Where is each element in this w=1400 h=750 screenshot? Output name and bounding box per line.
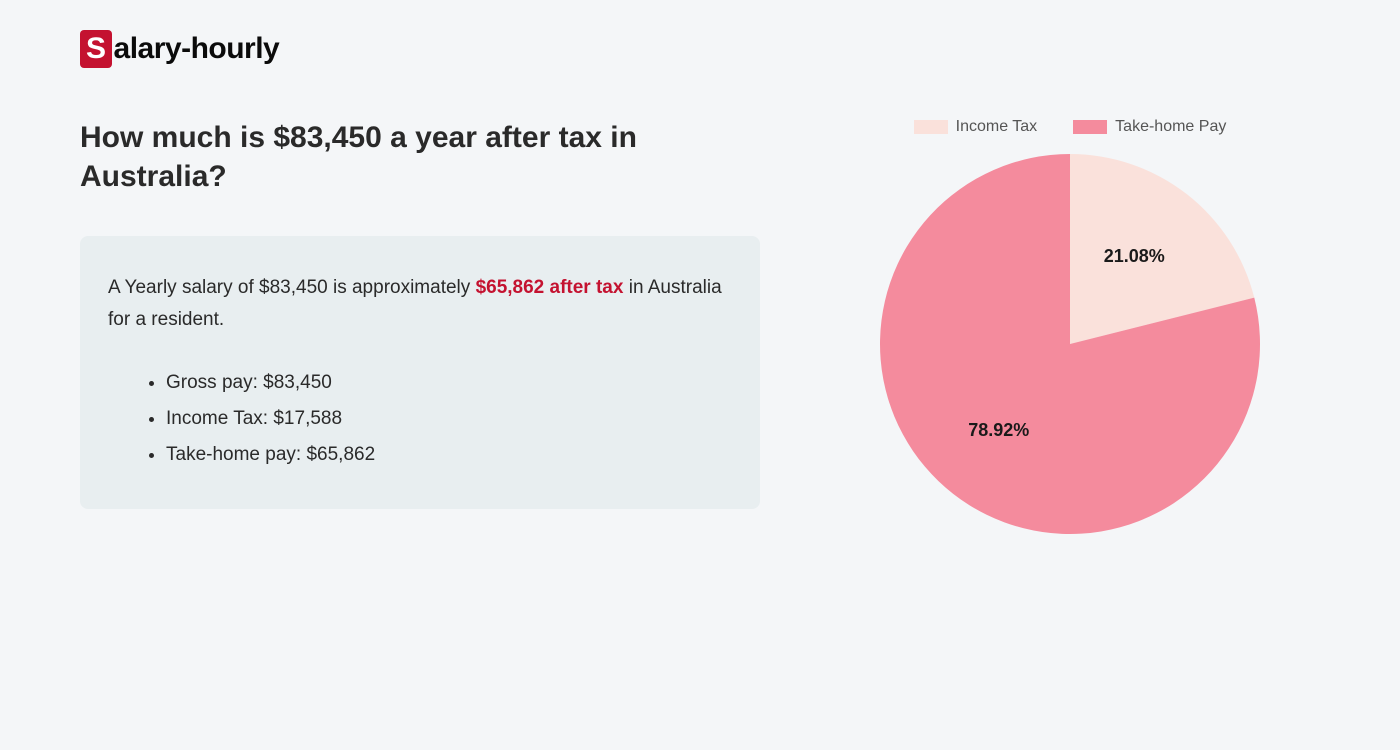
legend-label: Income Tax (956, 118, 1038, 136)
list-item: Gross pay: $83,450 (166, 365, 732, 401)
legend-swatch (914, 120, 948, 134)
left-column: How much is $83,450 a year after tax in … (80, 118, 760, 534)
slice-label: 21.08% (1104, 246, 1165, 267)
logo-text: alary-hourly (114, 32, 280, 66)
list-item: Income Tax: $17,588 (166, 401, 732, 437)
summary-text: A Yearly salary of $83,450 is approximat… (108, 272, 732, 337)
summary-prefix: A Yearly salary of $83,450 is approximat… (108, 277, 476, 298)
pie-svg (880, 154, 1260, 534)
right-column: Income Tax Take-home Pay 21.08% 78.92% (820, 118, 1320, 534)
breakdown-list: Gross pay: $83,450 Income Tax: $17,588 T… (108, 365, 732, 473)
content-row: How much is $83,450 a year after tax in … (80, 118, 1320, 534)
chart-legend: Income Tax Take-home Pay (914, 118, 1227, 136)
legend-label: Take-home Pay (1115, 118, 1226, 136)
list-item: Take-home pay: $65,862 (166, 437, 732, 473)
page-heading: How much is $83,450 a year after tax in … (80, 118, 760, 196)
legend-swatch (1073, 120, 1107, 134)
legend-item: Income Tax (914, 118, 1038, 136)
logo-badge: S (80, 30, 112, 68)
legend-item: Take-home Pay (1073, 118, 1226, 136)
summary-highlight: $65,862 after tax (476, 277, 624, 298)
page-container: Salary-hourly How much is $83,450 a year… (0, 0, 1400, 564)
summary-box: A Yearly salary of $83,450 is approximat… (80, 236, 760, 509)
site-logo: Salary-hourly (80, 30, 1320, 68)
slice-label: 78.92% (968, 420, 1029, 441)
pie-chart: 21.08% 78.92% (880, 154, 1260, 534)
